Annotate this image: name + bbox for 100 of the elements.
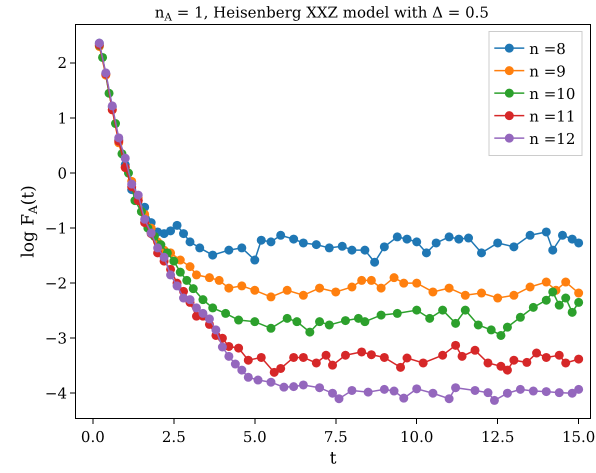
point [568, 234, 577, 244]
y-tick-label: 1 [57, 109, 67, 128]
point [322, 350, 331, 360]
point [186, 262, 195, 272]
point [516, 384, 525, 394]
point [338, 242, 347, 251]
point [357, 276, 366, 285]
x-tick-label: 12.5 [480, 428, 514, 446]
point [292, 317, 302, 326]
point [276, 364, 286, 373]
point [221, 308, 230, 318]
point [224, 352, 234, 361]
point [554, 300, 564, 310]
point [279, 382, 288, 392]
point [250, 317, 260, 326]
point [315, 284, 324, 293]
point [153, 243, 162, 252]
point [298, 352, 308, 362]
point [412, 237, 422, 246]
point [493, 294, 502, 303]
point [266, 237, 276, 246]
point [574, 298, 584, 307]
point [237, 366, 246, 375]
point [548, 287, 558, 296]
point [276, 230, 286, 240]
point [204, 314, 214, 324]
point [548, 246, 558, 255]
point [347, 246, 356, 255]
point [315, 317, 324, 326]
point [574, 354, 584, 364]
point [451, 383, 460, 392]
y-tick-label: 2 [57, 54, 67, 72]
point [542, 227, 551, 236]
point [470, 386, 480, 395]
y-tick-label: −2 [44, 274, 67, 292]
x-tick-label: 0.0 [80, 428, 105, 446]
point [315, 383, 324, 392]
chart-title: n$_{A}$ = 1, Heisenberg XXZ model with Δ = 0.5 [154, 4, 489, 24]
point [166, 226, 176, 236]
point [477, 248, 486, 258]
point [366, 276, 376, 285]
point [218, 342, 227, 352]
point [444, 394, 454, 404]
legend-label: n =10 [529, 84, 576, 103]
point [328, 388, 338, 398]
point [554, 388, 564, 398]
point [438, 306, 448, 315]
point [516, 312, 525, 322]
point [532, 348, 542, 358]
y-tick-label: −3 [44, 329, 67, 348]
legend-label: n =12 [529, 130, 576, 148]
point [474, 320, 483, 330]
point [509, 356, 518, 365]
point [376, 284, 386, 293]
point [312, 240, 321, 250]
legend-label: n =9 [529, 62, 566, 80]
y-tick-label: 0 [57, 164, 67, 182]
point [399, 278, 408, 288]
point [542, 296, 551, 305]
point [198, 308, 208, 318]
point [192, 270, 201, 280]
point [392, 308, 402, 318]
point [558, 230, 567, 240]
point [266, 324, 276, 333]
point [230, 360, 240, 369]
point [574, 238, 584, 248]
point [390, 386, 399, 396]
point [496, 330, 506, 340]
point [250, 286, 260, 295]
point [399, 394, 408, 403]
point [289, 382, 298, 392]
point [451, 318, 460, 328]
point [376, 310, 386, 320]
point [528, 302, 538, 312]
point [182, 276, 192, 285]
point [208, 250, 218, 260]
x-tick-label: 7.5 [324, 428, 348, 446]
point [483, 358, 492, 368]
point [574, 288, 584, 298]
point [211, 325, 220, 334]
point [460, 306, 470, 315]
point [509, 242, 518, 252]
point [561, 358, 570, 368]
point [331, 287, 340, 296]
point [542, 352, 551, 362]
point [438, 350, 448, 360]
point [186, 237, 195, 246]
point [169, 256, 178, 266]
point [282, 286, 292, 295]
point [402, 234, 412, 244]
point [366, 350, 376, 360]
point [160, 252, 169, 262]
legend-label: n =11 [529, 107, 576, 126]
point [188, 284, 198, 294]
point [192, 303, 201, 312]
point [172, 220, 182, 230]
point [256, 352, 266, 362]
point [502, 388, 512, 398]
point [176, 268, 185, 277]
point [486, 325, 496, 334]
